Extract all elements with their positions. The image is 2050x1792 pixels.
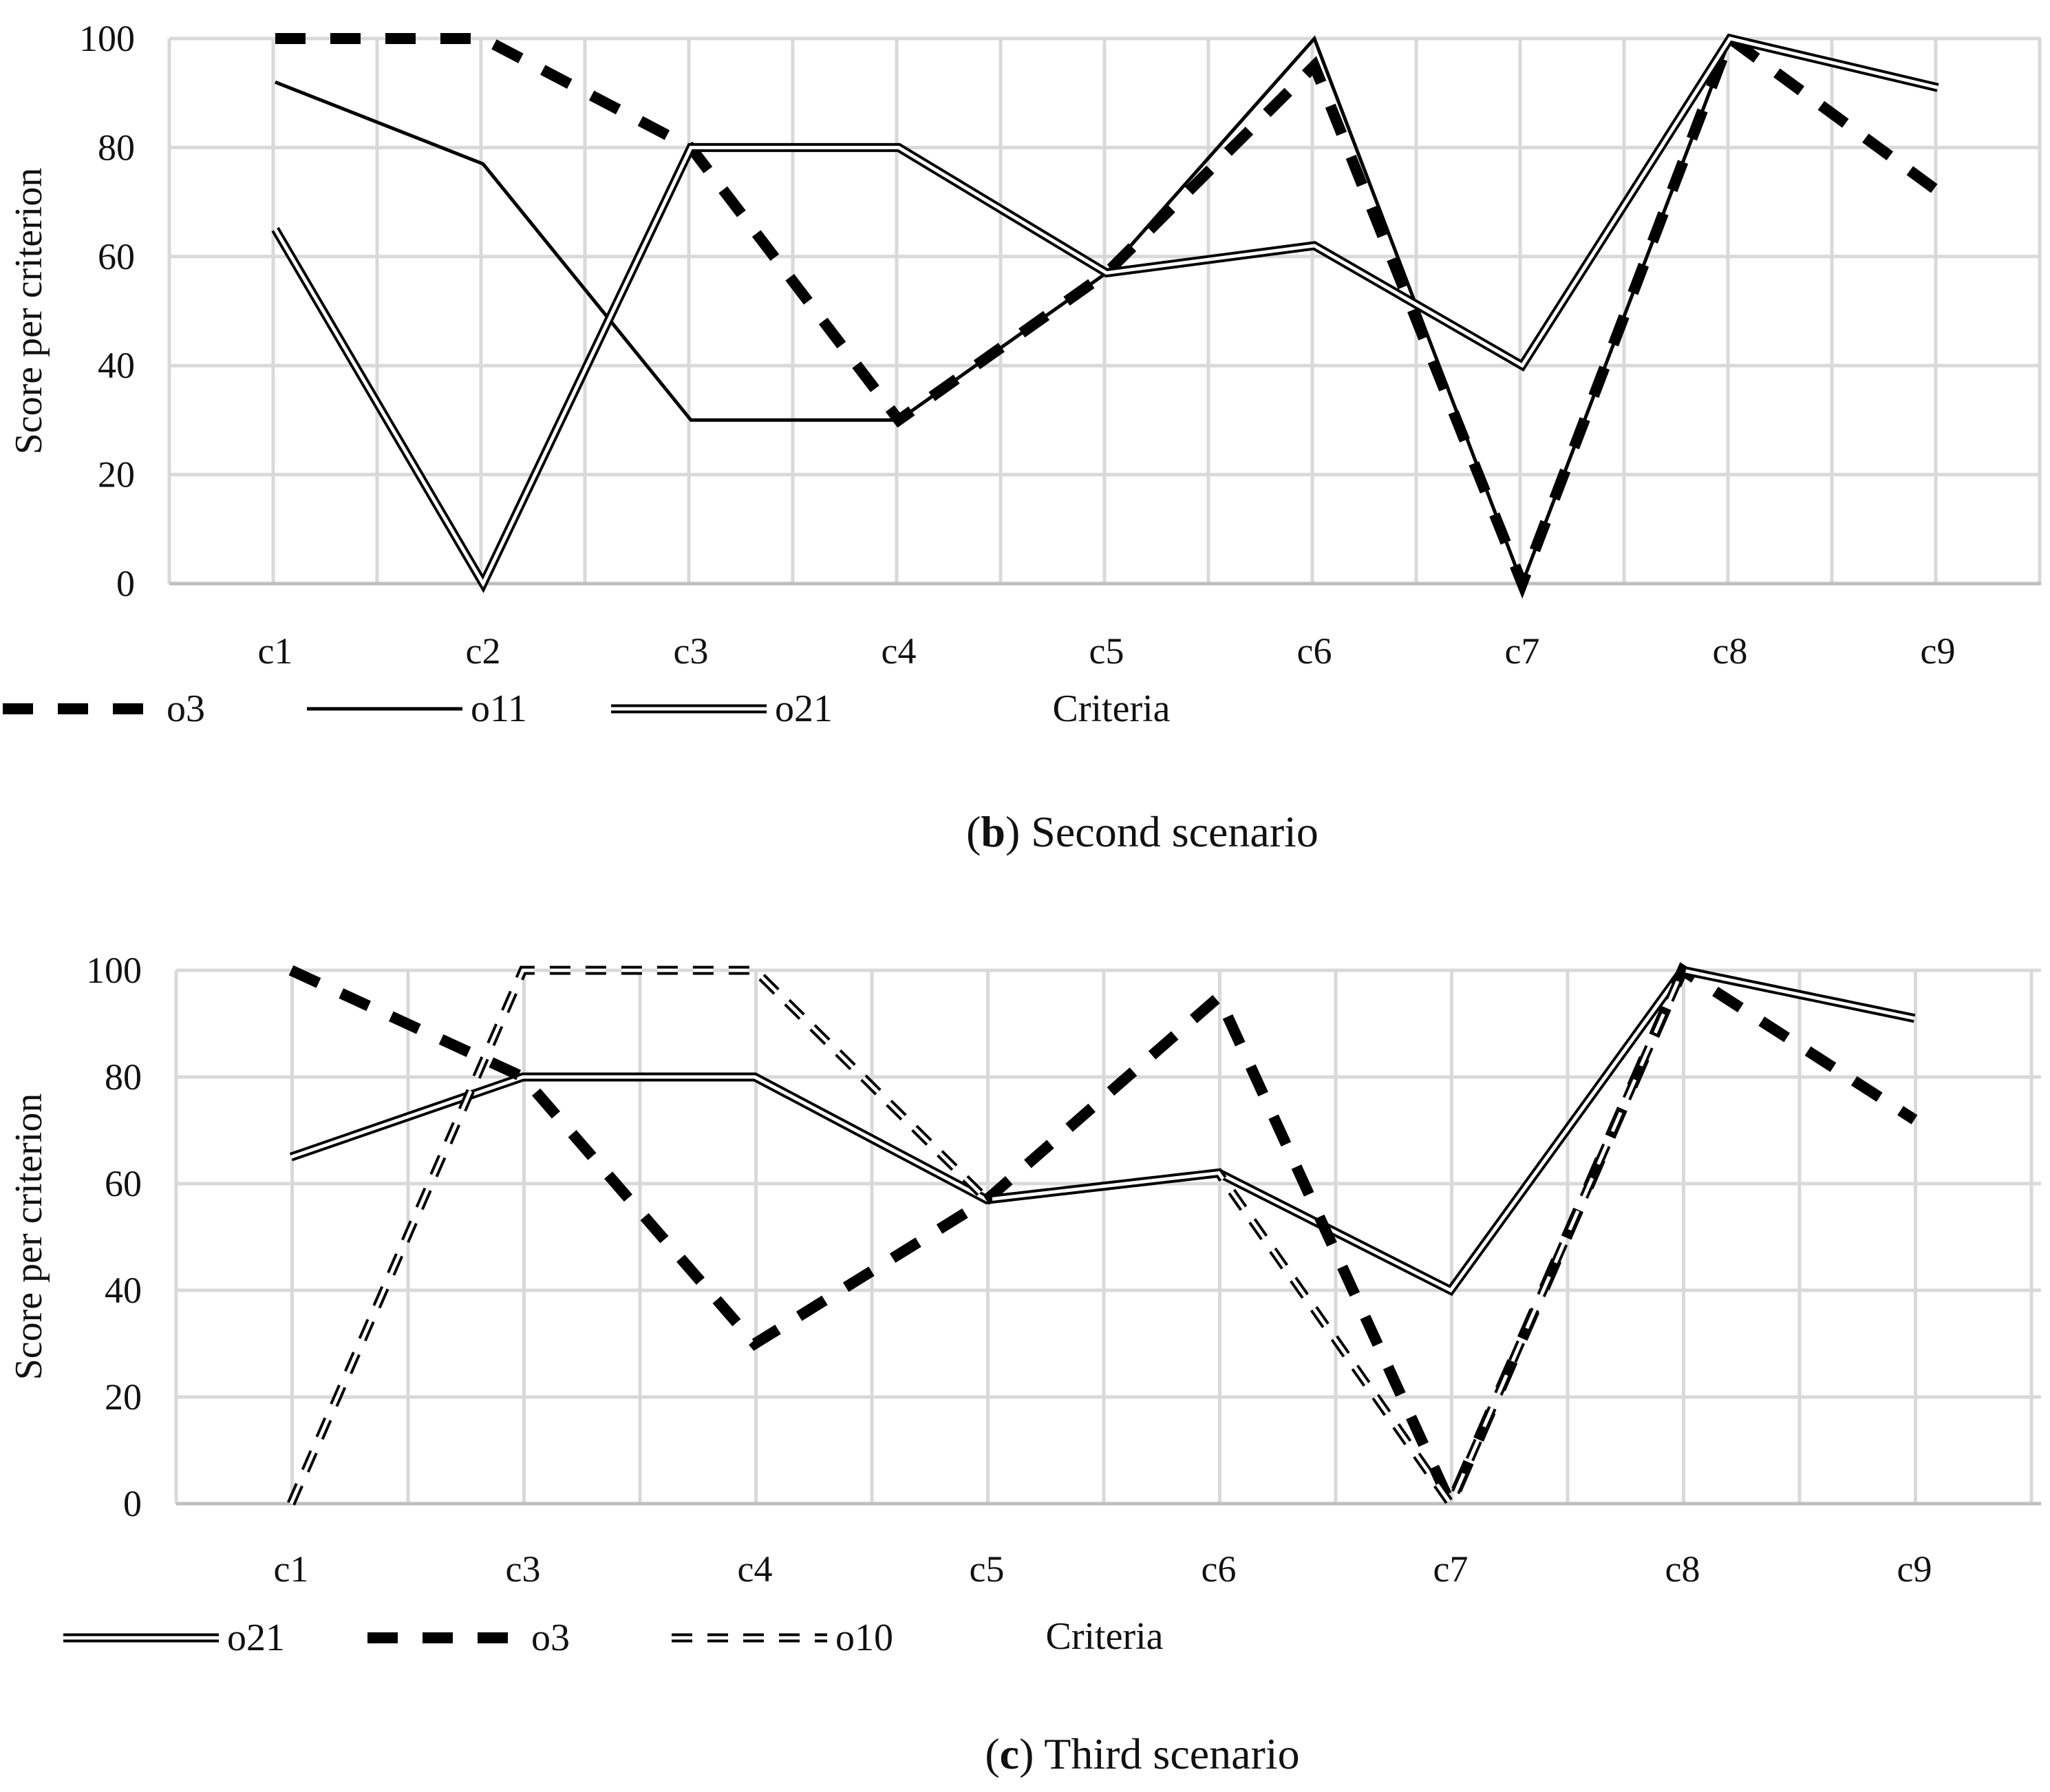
legend-item-o3: o3: [367, 1617, 570, 1659]
legend-label-o10: o10: [835, 1617, 893, 1659]
caption-letter: b: [981, 807, 1005, 856]
x-tick-label: c5: [1089, 630, 1124, 672]
series-line-o10: [287, 965, 1916, 1513]
legend-label-o21: o21: [775, 687, 833, 730]
chart-panel-third-scenario: 0 20 40 60 80 100 c1 c3 c4 c5 c6 c7 c8 c9 Score per cr…: [8, 950, 2041, 1778]
x-tick-label: c8: [1713, 630, 1748, 672]
x-tick-label: c6: [1202, 1548, 1237, 1590]
y-tick-label: 0: [123, 1483, 142, 1524]
x-tick-label: c9: [1897, 1548, 1932, 1590]
y-axis-label: Score per criterion: [8, 168, 50, 455]
y-tick-label: 60: [105, 1163, 142, 1204]
y-tick-label: 80: [98, 127, 135, 168]
y-tick-label: 40: [105, 1270, 142, 1311]
y-tick-label: 20: [98, 454, 135, 495]
caption-text: ) Third scenario: [1019, 1729, 1300, 1778]
panel-caption: (b) Second scenario: [966, 807, 1318, 856]
x-tick-label: c8: [1665, 1548, 1700, 1590]
legend-label-o3: o3: [531, 1617, 570, 1659]
x-tick-label: c1: [274, 1548, 309, 1590]
x-tick-label: c4: [738, 1548, 773, 1590]
legend-item-o10: o10: [672, 1617, 893, 1659]
caption-text: ) Second scenario: [1005, 807, 1318, 856]
x-tick-label: c3: [506, 1548, 541, 1590]
y-tick-label: 20: [105, 1376, 142, 1418]
y-tick-label: 40: [98, 345, 135, 386]
x-tick-label: c9: [1921, 630, 1956, 672]
legend-label-o3: o3: [167, 687, 205, 730]
y-tick-label: 0: [116, 563, 135, 604]
series-line-o21: [271, 33, 1939, 593]
x-tick-label: c5: [970, 1548, 1005, 1590]
caption-paren-open: (: [966, 807, 981, 856]
x-axis-label: Criteria: [1045, 1615, 1163, 1658]
x-tick-label: c7: [1505, 630, 1540, 672]
x-tick-label: c2: [466, 630, 501, 672]
panel-caption: (c) Third scenario: [985, 1729, 1299, 1778]
x-tick-label: c7: [1433, 1548, 1469, 1590]
caption-letter: c: [1000, 1729, 1019, 1778]
y-tick-label: 100: [86, 950, 142, 991]
y-tick-label: 80: [105, 1056, 142, 1098]
x-tick-label: c3: [674, 630, 709, 672]
caption-paren-open: (: [985, 1729, 999, 1778]
chart-panel-second-scenario: 0 20 40 60 80 100 c1 c2 c3 c4 c5 c6 c7 c8 c9 Score per …: [3, 18, 2042, 856]
legend-item-o3: o3: [3, 687, 205, 730]
legend-label-o11: o11: [471, 687, 527, 730]
legend-item-o21: o21: [611, 687, 833, 730]
series-path-o10: [289, 968, 1915, 1508]
legend-label-o21: o21: [227, 1617, 285, 1659]
legend-item-o11: o11: [307, 687, 527, 730]
series-path-o21: [271, 33, 1939, 593]
legend-item-o21: o21: [63, 1617, 285, 1659]
y-tick-label: 60: [98, 236, 135, 277]
y-tick-label: 100: [79, 18, 135, 59]
y-axis-label: Score per criterion: [8, 1094, 50, 1380]
x-axis-label: Criteria: [1052, 687, 1170, 730]
series-path-o21: [273, 36, 1939, 588]
x-tick-label: c4: [882, 630, 917, 672]
x-tick-label: c6: [1297, 630, 1332, 672]
x-tick-label: c1: [258, 630, 293, 672]
